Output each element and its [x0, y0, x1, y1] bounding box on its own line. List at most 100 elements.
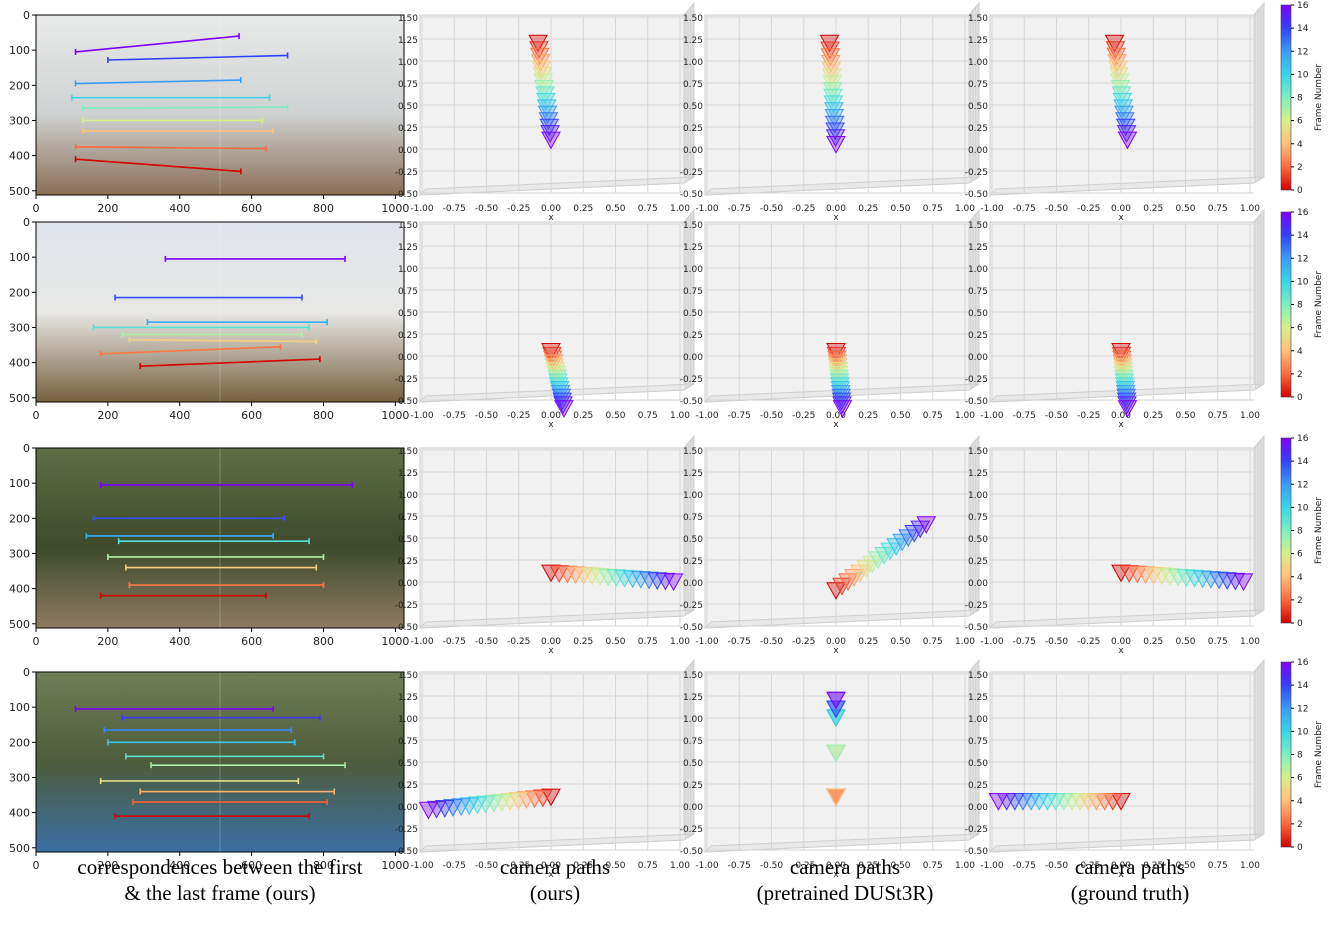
- z-tick-label: 1.00: [683, 58, 703, 68]
- z-tick-label: 1.25: [683, 469, 703, 479]
- x-tick-label: 0.25: [1143, 204, 1163, 214]
- y-tick-label: 100: [9, 701, 30, 714]
- camera-frame-marker: [541, 564, 561, 583]
- x-tick-label: -1.00: [695, 861, 719, 871]
- camera-frame-marker: [826, 691, 846, 710]
- x-tick-label: -1.00: [410, 861, 434, 871]
- z-tick-label: 1.50: [683, 221, 703, 231]
- x-tick-label: -0.50: [1045, 861, 1069, 871]
- z-tick-label: -0.25: [680, 375, 703, 385]
- camera-frame-marker: [826, 788, 846, 807]
- z-tick-label: 1.00: [398, 265, 418, 275]
- x-tick-label: 1.00: [670, 411, 690, 421]
- x-tick-label: 0.25: [573, 411, 593, 421]
- y-tick-label: 400: [9, 357, 30, 370]
- z-tick-label: -0.25: [395, 825, 418, 835]
- y-tick-label: 300: [9, 114, 30, 127]
- colorbar-tick-label: 4: [1297, 573, 1303, 583]
- colorbar: 0 2 4 6 8 10 12 14 16 Frame Number: [1280, 1, 1324, 196]
- camera-frame-marker: [1225, 572, 1246, 591]
- camera-path-panel: 1.50 1.25 1.00 0.75 0.50 0.25 0.00 -0.25 -0.50 -1…: [965, 658, 1265, 880]
- x-axis-label: x: [833, 213, 839, 223]
- camera-path-panel: 1.50 1.25 1.00 0.75 0.50 0.25 0.00 -0.25 -0.50 -1…: [965, 434, 1265, 656]
- x-tick-label: 1.00: [955, 204, 975, 214]
- colorbar-tick-label: 16: [1297, 1, 1309, 11]
- scene-image: [36, 672, 404, 852]
- z-tick-label: 0.00: [683, 353, 703, 363]
- colorbar-tick-label: 16: [1297, 208, 1309, 218]
- camera-frame-marker: [1201, 571, 1221, 589]
- colorbar-tick-label: 8: [1297, 527, 1303, 537]
- camera-frame-marker: [565, 566, 586, 585]
- x-tick-label: -1.00: [410, 411, 434, 421]
- camera-frame-marker: [1168, 568, 1189, 587]
- x-tick-label: -0.50: [475, 637, 499, 647]
- colorbar-gradient: [1280, 437, 1292, 624]
- z-tick-label: 1.50: [683, 447, 703, 457]
- y-tick-label: 400: [9, 807, 30, 820]
- correspondence-line: [107, 54, 288, 61]
- z-tick-label: 0.75: [968, 737, 988, 747]
- x-tick-label: 400: [169, 409, 190, 422]
- y-tick-label: 400: [9, 150, 30, 163]
- z-tick-label: 1.50: [398, 671, 418, 681]
- z-tick-label: 1.50: [968, 221, 988, 231]
- camera-frame-marker: [534, 79, 554, 98]
- z-tick-label: 1.50: [398, 14, 418, 24]
- x-tick-label: 0.50: [890, 861, 910, 871]
- z-tick-label: 0.00: [968, 803, 988, 813]
- camera-frame-marker: [916, 516, 937, 534]
- correspondence-line: [140, 358, 320, 367]
- x-tick-label: 200: [97, 859, 118, 872]
- x-tick-label: -0.25: [507, 411, 530, 421]
- x-tick-label: -1.00: [980, 204, 1004, 214]
- camera-frame-marker: [573, 566, 594, 585]
- z-tick-label: -0.25: [395, 601, 418, 611]
- z-tick-label: 0.00: [968, 353, 988, 363]
- image-frame: [35, 447, 405, 629]
- x-tick-label: 0.75: [638, 204, 658, 214]
- camera-frame-marker: [549, 565, 570, 583]
- colorbar-tick-label: 12: [1297, 254, 1308, 264]
- camera-frame-marker: [426, 800, 447, 819]
- x-tick-label: 800: [313, 202, 334, 215]
- z-tick-label: 1.25: [398, 693, 418, 703]
- y-tick-label: 0: [23, 666, 30, 679]
- x-tick-label: -0.75: [443, 411, 466, 421]
- y-tick-label: 0: [23, 9, 30, 22]
- correspondence-line: [100, 346, 281, 355]
- x-tick-label: 0.50: [605, 861, 625, 871]
- colorbar-tick-label: 12: [1297, 704, 1308, 714]
- z-tick-label: 0.25: [683, 781, 703, 791]
- scene-image: [36, 15, 404, 195]
- camera-path-panel: 1.50 1.25 1.00 0.75 0.50 0.25 0.00 -0.25 -0.50 -1…: [395, 434, 695, 656]
- z-tick-label: -0.25: [395, 168, 418, 178]
- z-tick-label: 1.50: [398, 221, 418, 231]
- camera-frame-marker: [1176, 569, 1197, 588]
- colorbar-tick-label: 4: [1297, 140, 1303, 150]
- caption-line-1: camera paths: [499, 855, 611, 879]
- camera-frame-marker: [1160, 568, 1180, 586]
- x-tick-label: -0.50: [760, 637, 784, 647]
- camera-frame-marker: [528, 34, 548, 53]
- camera-frame-marker: [1119, 565, 1140, 583]
- x-tick-label: -1.00: [980, 861, 1004, 871]
- x-tick-label: 0.75: [1208, 637, 1228, 647]
- x-tick-label: -0.25: [792, 204, 815, 214]
- camera-frame-marker: [822, 82, 843, 100]
- correspondence-line: [82, 106, 288, 109]
- x-tick-label: 0.00: [541, 204, 561, 214]
- y-tick-label: 300: [9, 771, 30, 784]
- colorbar-tick-label: 14: [1297, 231, 1309, 241]
- x-axis-label: x: [1118, 213, 1124, 223]
- colorbar-tick-label: 2: [1297, 820, 1303, 830]
- z-tick-label: 1.00: [398, 715, 418, 725]
- x-tick-label: -0.25: [792, 861, 815, 871]
- image-frame: [35, 221, 405, 403]
- x-tick-label: 0.25: [1143, 637, 1163, 647]
- x-axis-label: x: [548, 213, 554, 223]
- camera-frame-marker: [538, 112, 559, 130]
- colorbar-tick-label: 10: [1297, 277, 1309, 287]
- camera-frame-marker: [826, 744, 846, 763]
- x-axis-label: x: [548, 646, 554, 656]
